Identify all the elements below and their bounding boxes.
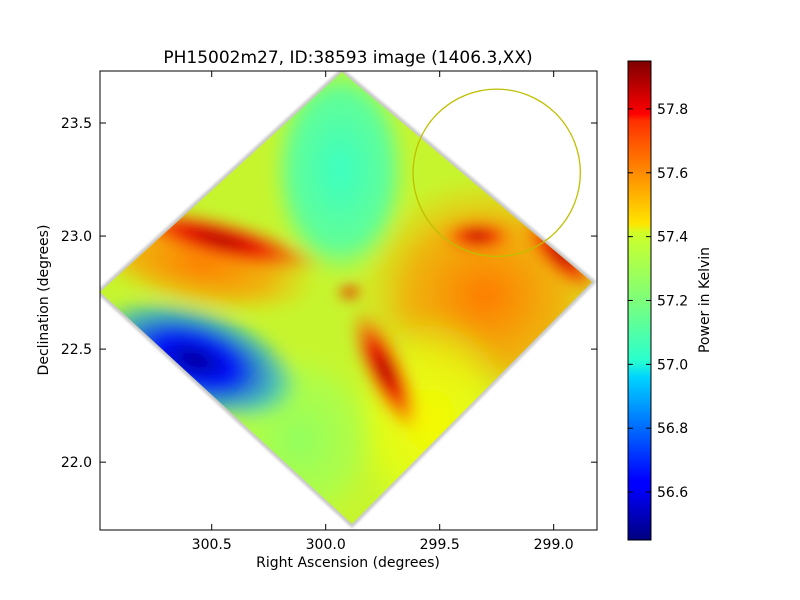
circle-marker-ring [412, 88, 581, 258]
x-tick-label: 300.5 [192, 537, 232, 553]
x-tick-label: 300.0 [306, 537, 346, 553]
colorbar-tick-label: 57.0 [657, 357, 688, 373]
y-tick-label: 22.5 [61, 342, 92, 358]
colorbar-tick-label: 57.8 [657, 102, 688, 118]
x-axis-ticks: 300.5 300.0 299.5 299.0 [192, 71, 574, 553]
colorbar-tick-label: 57.2 [657, 294, 688, 310]
chart-title: PH15002m27, ID:38593 image (1406.3,XX) [163, 48, 532, 68]
colorbar: 56.6 56.8 57.0 57.2 57.4 57.6 57.8 Power in Ke… [627, 60, 713, 541]
x-tick-label: 299.5 [420, 537, 460, 553]
axes-frame [99, 70, 598, 531]
x-axis-label: Right Ascension (degrees) [256, 555, 440, 571]
heat-region-north-cyan [270, 72, 410, 280]
x-tick-label: 299.0 [534, 537, 574, 553]
colorbar-gradient [628, 61, 651, 540]
y-axis-label: Declination (degrees) [36, 225, 52, 376]
colorbar-label: Power in Kelvin [697, 247, 713, 353]
colorbar-tick-label: 56.6 [657, 485, 688, 501]
heat-ridge-south [349, 305, 421, 435]
colorbar-tick-label: 57.6 [657, 166, 688, 182]
y-tick-label: 23.5 [61, 116, 92, 132]
y-tick-label: 23.0 [61, 229, 92, 245]
y-axis-ticks: 22.0 22.5 23.0 23.5 [61, 116, 597, 471]
heat-spot-northeast [440, 220, 516, 252]
circle-marker [412, 88, 581, 258]
y-tick-label: 22.0 [61, 455, 92, 471]
heat-spot-center [336, 283, 364, 301]
colorbar-tick-label: 57.4 [657, 230, 688, 246]
colorbar-ticks: 56.6 56.8 57.0 57.2 57.4 57.6 57.8 [628, 102, 688, 501]
colorbar-tick-label: 56.8 [657, 421, 688, 437]
